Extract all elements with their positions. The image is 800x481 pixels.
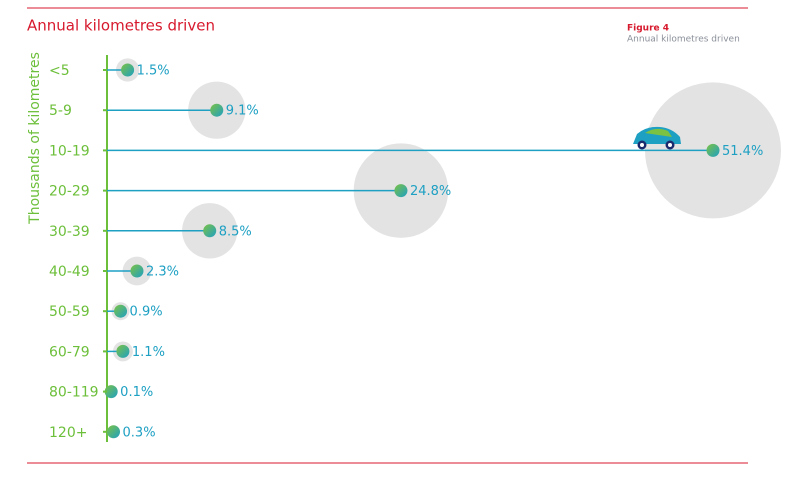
dot (107, 425, 121, 439)
stems (107, 69, 713, 433)
dot (203, 224, 217, 238)
value-label: 1.1% (132, 345, 165, 360)
category-label: 30-39 (49, 224, 90, 240)
dot (394, 184, 408, 198)
category-label: 80-119 (49, 385, 99, 401)
category-label: 5-9 (49, 103, 72, 119)
category-label: <5 (49, 63, 70, 79)
value-label: 8.5% (219, 224, 252, 239)
plot: 1.5% 9.1% 51.4% 24.8% 8.5% 2.3% 0.9% 1.1% 0.1% 0.… (49, 58, 781, 441)
value-label: 0.1% (120, 385, 153, 400)
y-axis-label: Thousands of kilometres (27, 52, 43, 225)
category-label: 50-59 (49, 304, 90, 320)
value-label: 9.1% (226, 104, 259, 119)
dot (210, 103, 224, 117)
figure-caption: Annual kilometres driven (627, 35, 740, 45)
dot (706, 143, 720, 157)
dot (114, 304, 128, 318)
value-label: 51.4% (722, 144, 763, 159)
category-label: 10-19 (49, 143, 90, 159)
dot (121, 63, 135, 77)
dot (116, 344, 130, 358)
category-label: 40-49 (49, 264, 90, 280)
value-label: 0.9% (130, 305, 163, 320)
category-label: 120+ (49, 425, 87, 441)
car-icon (633, 126, 681, 150)
figure-label: Figure 4 (627, 24, 669, 34)
dot (104, 385, 118, 399)
value-label: 0.3% (123, 425, 156, 440)
dot (130, 264, 144, 278)
value-label: 24.8% (410, 184, 451, 199)
value-label: 2.3% (146, 265, 179, 280)
value-label: 1.5% (137, 64, 170, 79)
bubbles (108, 58, 781, 437)
chart-title: Annual kilometres driven (27, 17, 215, 35)
category-label: 20-29 (49, 184, 90, 200)
dots: 1.5% 9.1% 51.4% 24.8% 8.5% 2.3% 0.9% 1.1% 0.1% 0.… (104, 63, 763, 440)
category-label: 60-79 (49, 344, 90, 360)
